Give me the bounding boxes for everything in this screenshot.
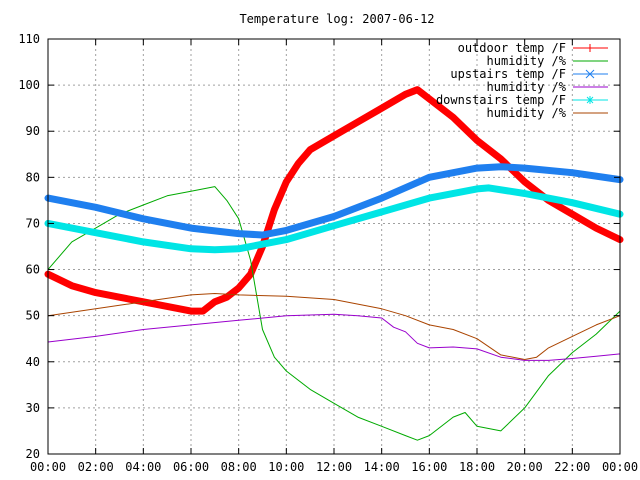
series-line [47,186,621,441]
x-tick-label: 00:00 [30,460,66,474]
x-tick-label: 10:00 [268,460,304,474]
series-line [44,163,624,239]
x-tick-label: 02:00 [78,460,114,474]
y-tick-label: 50 [26,309,40,323]
y-tick-label: 30 [26,401,40,415]
legend-label: outdoor temp /F [458,41,566,55]
legend-label: upstairs temp /F [450,67,566,81]
x-tick-label: 06:00 [173,460,209,474]
legend-label: humidity /% [487,54,567,68]
y-tick-label: 80 [26,170,40,184]
series-line [47,313,621,361]
series-line [47,293,621,360]
x-tick-label: 20:00 [507,460,543,474]
x-tick-label: 04:00 [125,460,161,474]
x-tick-label: 16:00 [411,460,447,474]
chart-title: Temperature log: 2007-06-12 [239,12,434,26]
y-tick-label: 110 [18,32,40,46]
series-line [44,86,624,315]
series-line [44,184,624,254]
y-tick-label: 20 [26,447,40,461]
x-tick-label: 12:00 [316,460,352,474]
x-tick-label: 14:00 [364,460,400,474]
x-tick-label: 00:00 [602,460,638,474]
y-tick-label: 60 [26,263,40,277]
axes: 20 30 40 50 60 70 80 90 100 110 00:00 02:00 04:00 06:… [18,32,638,474]
y-tick-label: 90 [26,124,40,138]
series-lines [44,86,624,441]
y-tick-label: 40 [26,355,40,369]
legend-label: downstairs temp /F [436,93,566,107]
legend-label: humidity /% [487,106,567,120]
legend-label: humidity /% [487,80,567,94]
legend-marker [585,69,595,79]
x-tick-label: 08:00 [221,460,257,474]
y-tick-label: 70 [26,216,40,230]
y-tick-label: 100 [18,78,40,92]
legend-marker [586,96,594,104]
x-tick-label: 18:00 [459,460,495,474]
x-tick-label: 22:00 [554,460,590,474]
